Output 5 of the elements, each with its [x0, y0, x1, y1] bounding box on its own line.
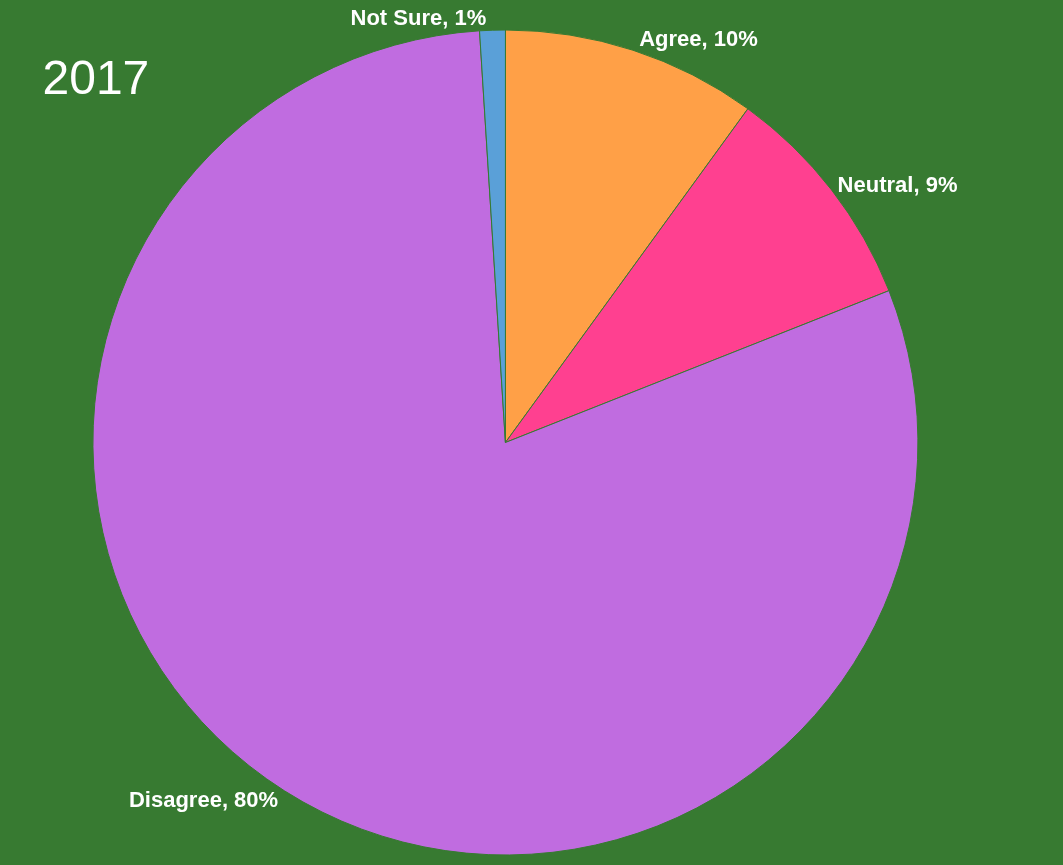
text: 2017	[42, 51, 150, 105]
slice-label: Disagree, 80%	[128, 787, 279, 813]
slice-label: Neutral, 9%	[837, 172, 958, 198]
slice-label: Agree, 10%	[639, 26, 758, 52]
slice-label: Not Sure, 1%	[350, 5, 487, 31]
